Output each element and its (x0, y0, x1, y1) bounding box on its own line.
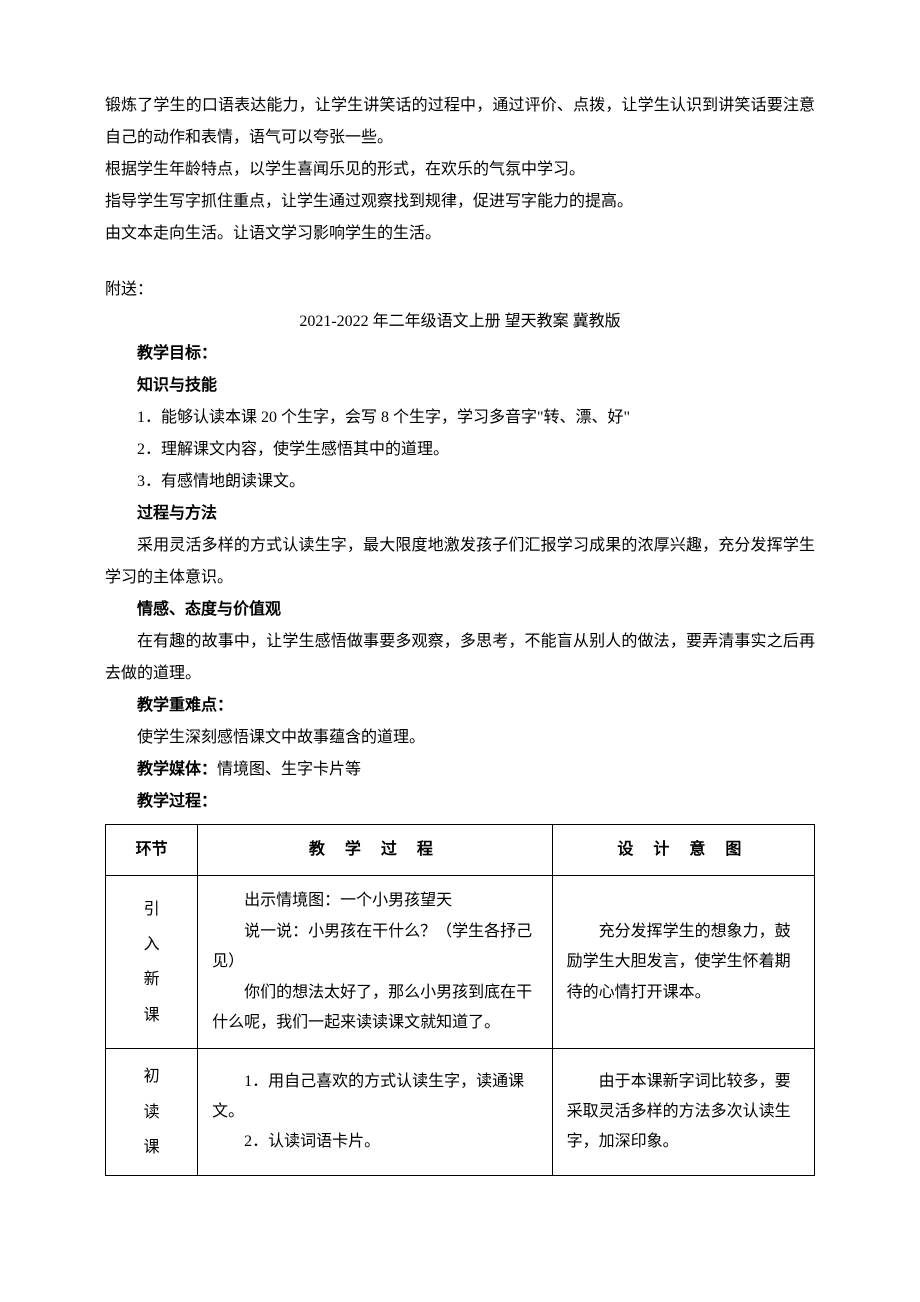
intro-para-4: 由文本走向生活。让语文学习影响学生的生活。 (105, 218, 815, 250)
table-row: 引入新课 出示情境图：一个小男孩望天 说一说：小男孩在干什么？（学生各抒己见） … (106, 876, 815, 1049)
intent-cell: 充分发挥学生的想象力，鼓励学生大胆发言，使学生怀着期待的心情打开课本。 (552, 876, 814, 1049)
emotion-text-content: 在有趣的故事中，让学生感悟做事要多观察，多思考，不能盲从别人的做法，要弄清事实之… (105, 633, 815, 682)
stage-text-2: 初读课 (144, 1059, 160, 1165)
emotion-text: 在有趣的故事中，让学生感悟做事要多观察，多思考，不能盲从别人的做法，要弄清事实之… (105, 626, 815, 690)
goal-heading: 教学目标： (105, 338, 815, 370)
table-header-row: 环节 教 学 过 程 设 计 意 图 (106, 825, 815, 876)
process-cell: 1．用自己喜欢的方式认读生字，读通课文。 2．认读词语卡片。 (198, 1049, 553, 1176)
process-heading: 过程与方法 (105, 498, 815, 530)
th-process: 教 学 过 程 (198, 825, 553, 876)
process-line: 出示情境图：一个小男孩望天 (212, 886, 538, 916)
process-line: 2．认读词语卡片。 (212, 1127, 538, 1157)
knowledge-item-2: 2．理解课文内容，使学生感悟其中的道理。 (105, 434, 815, 466)
fusong-label: 附送： (105, 274, 815, 306)
knowledge-heading: 知识与技能 (105, 370, 815, 402)
knowledge-item-3: 3．有感情地朗读课文。 (105, 466, 815, 498)
teaching-process-table: 环节 教 学 过 程 设 计 意 图 引入新课 出示情境图：一个小男孩望天 说一… (105, 824, 815, 1176)
process-flow-heading: 教学过程： (105, 786, 815, 818)
intent-text: 充分发挥学生的想象力，鼓励学生大胆发言，使学生怀着期待的心情打开课本。 (567, 917, 800, 1008)
process-cell: 出示情境图：一个小男孩望天 说一说：小男孩在干什么？（学生各抒己见） 你们的想法… (198, 876, 553, 1049)
process-line: 说一说：小男孩在干什么？（学生各抒己见） (212, 917, 538, 978)
table-row: 初读课 1．用自己喜欢的方式认读生字，读通课文。 2．认读词语卡片。 由于本课新… (106, 1049, 815, 1176)
stage-cell: 引入新课 (106, 876, 198, 1049)
th-stage: 环节 (106, 825, 198, 876)
media-line: 教学媒体：情境图、生字卡片等 (105, 754, 815, 786)
intent-text: 由于本课新字词比较多，要采取灵活多样的方法多次认读生字，加深印象。 (567, 1067, 800, 1158)
intro-para-2: 根据学生年龄特点，以学生喜闻乐见的形式，在欢乐的气氛中学习。 (105, 154, 815, 186)
media-text: 情境图、生字卡片等 (217, 761, 361, 778)
process-text-content: 采用灵活多样的方式认读生字，最大限度地激发孩子们汇报学习成果的浓厚兴趣，充分发挥… (105, 537, 815, 586)
stage-cell: 初读课 (106, 1049, 198, 1176)
th-intent: 设 计 意 图 (552, 825, 814, 876)
difficulty-text: 使学生深刻感悟课文中故事蕴含的道理。 (105, 722, 815, 754)
emotion-heading: 情感、态度与价值观 (105, 594, 815, 626)
process-line: 你们的想法太好了，那么小男孩到底在干什么呢，我们一起来读读课文就知道了。 (212, 978, 538, 1039)
lesson-title: 2021-2022 年二年级语文上册 望天教案 冀教版 (105, 306, 815, 338)
media-heading: 教学媒体： (137, 761, 217, 778)
process-line: 1．用自己喜欢的方式认读生字，读通课文。 (212, 1067, 538, 1128)
intro-para-1: 锻炼了学生的口语表达能力，让学生讲笑话的过程中，通过评价、点拨，让学生认识到讲笑… (105, 90, 815, 154)
process-text: 采用灵活多样的方式认读生字，最大限度地激发孩子们汇报学习成果的浓厚兴趣，充分发挥… (105, 530, 815, 594)
knowledge-item-1: 1．能够认读本课 20 个生字，会写 8 个生字，学习多音字"转、漂、好" (105, 402, 815, 434)
difficulty-heading: 教学重难点： (105, 690, 815, 722)
stage-text-1: 引入新课 (144, 892, 160, 1033)
document-page: 锻炼了学生的口语表达能力，让学生讲笑话的过程中，通过评价、点拨，让学生认识到讲笑… (0, 0, 920, 1236)
intro-para-3: 指导学生写字抓住重点，让学生通过观察找到规律，促进写字能力的提高。 (105, 186, 815, 218)
intent-cell: 由于本课新字词比较多，要采取灵活多样的方法多次认读生字，加深印象。 (552, 1049, 814, 1176)
